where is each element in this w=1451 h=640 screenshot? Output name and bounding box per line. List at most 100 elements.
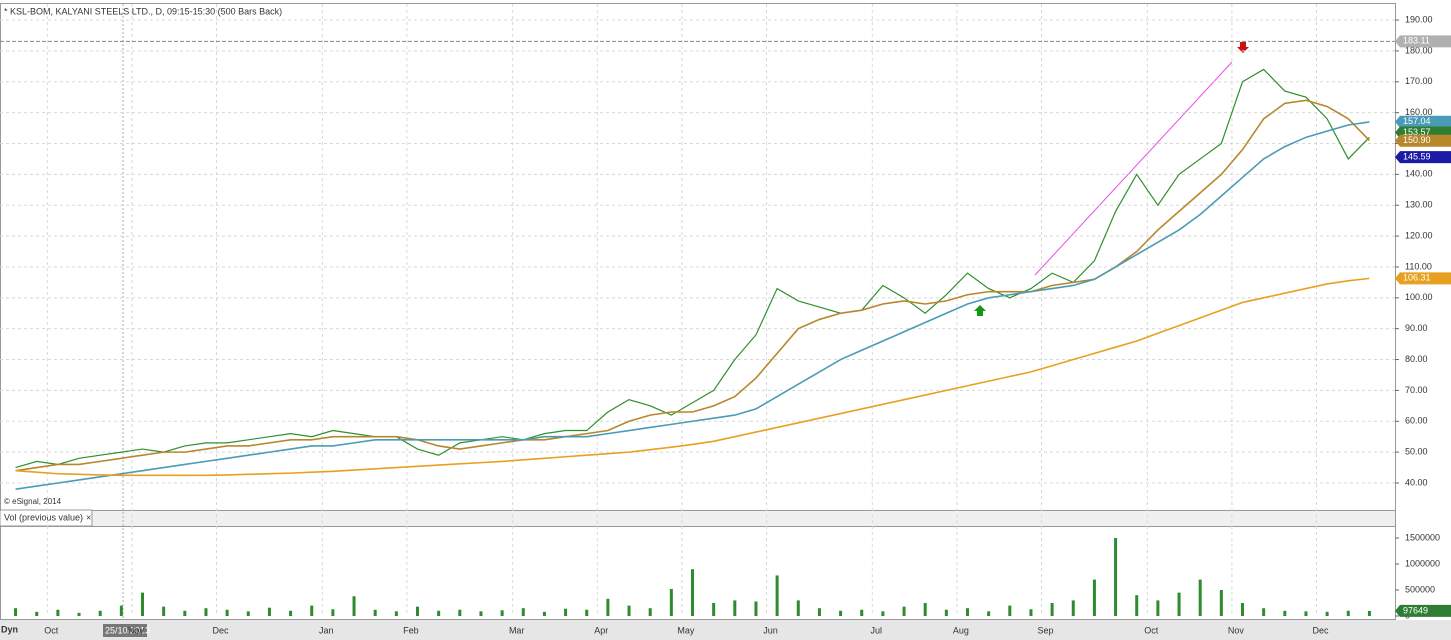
volume-bar xyxy=(564,608,568,616)
volume-bar xyxy=(416,606,419,616)
x-tick-label: Sep xyxy=(1038,625,1054,635)
y-tick-label: 90.00 xyxy=(1405,323,1428,333)
cursor-date: 25/10/2013 xyxy=(105,625,150,635)
y-tick-label: 70.00 xyxy=(1405,385,1428,395)
volume-bar xyxy=(331,609,335,616)
volume-bar xyxy=(839,610,843,616)
chart-title: * KSL-BOM, KALYANI STEELS LTD., D, 09:15… xyxy=(4,6,282,16)
volume-bar xyxy=(1029,609,1033,616)
x-tick-label: Feb xyxy=(403,625,419,635)
y-tick-label: 190.00 xyxy=(1405,14,1433,24)
y-tick-label: 1000000 xyxy=(1405,558,1440,568)
volume-bar xyxy=(585,609,589,616)
x-tick-label: Nov xyxy=(128,625,145,635)
volume-bar xyxy=(14,608,18,616)
volume-bar xyxy=(437,610,441,616)
volume-bar xyxy=(1325,611,1329,616)
x-tick-label: May xyxy=(677,625,695,635)
volume-bar xyxy=(1367,610,1371,616)
close-icon[interactable]: × xyxy=(86,512,91,522)
volume-bar xyxy=(119,605,123,616)
x-tick-label: Mar xyxy=(509,625,525,635)
x-tick-label: Nov xyxy=(1228,625,1245,635)
y-tick-label: 120.00 xyxy=(1405,230,1433,240)
volume-caption: Vol (previous value) xyxy=(4,512,83,522)
value-tag-label: 150.90 xyxy=(1403,135,1431,145)
volume-bar xyxy=(246,611,250,616)
series-line xyxy=(15,277,1370,477)
volume-bar xyxy=(796,600,800,616)
x-tick-label: Oct xyxy=(44,625,59,635)
value-tag-label: 157.04 xyxy=(1403,116,1431,126)
volume-header xyxy=(0,510,1396,527)
value-tag-label: 183.11 xyxy=(1403,36,1430,46)
volume-bar xyxy=(521,608,525,616)
y-tick-label: 80.00 xyxy=(1405,354,1428,364)
y-tick-label: 170.00 xyxy=(1405,76,1433,86)
value-tag xyxy=(1395,151,1451,164)
volume-bar xyxy=(733,600,737,616)
volume-bar xyxy=(500,610,504,616)
y-tick-label: 130.00 xyxy=(1405,200,1433,210)
volume-bar xyxy=(1114,537,1118,616)
value-tag xyxy=(1395,35,1451,48)
volume-bar xyxy=(98,610,102,616)
volume-bar xyxy=(204,608,208,616)
volume-bar xyxy=(817,608,821,616)
y-tick-label: 110.00 xyxy=(1405,261,1432,271)
volume-bar xyxy=(860,609,864,616)
volume-bar xyxy=(1262,608,1266,616)
x-tick-label: Jan xyxy=(319,625,334,635)
volume-bar xyxy=(352,596,356,616)
x-tick-label: Dec xyxy=(1313,625,1330,635)
volume-bar xyxy=(1050,602,1054,616)
value-tag-label: 106.31 xyxy=(1403,273,1431,283)
y-tick-label: 180.00 xyxy=(1405,45,1433,55)
sell-arrow xyxy=(1237,42,1249,53)
watermark: © eSignal, 2014 xyxy=(4,497,62,506)
toolbar-label[interactable]: Dyn xyxy=(1,624,18,634)
volume-bar xyxy=(902,606,906,616)
series-line xyxy=(15,99,1370,472)
volume-bar xyxy=(394,611,398,616)
series-line xyxy=(15,68,1370,469)
value-tag xyxy=(1395,134,1451,147)
volume-panel xyxy=(0,526,1396,620)
x-tick-label: Apr xyxy=(594,625,608,635)
x-tick-label: Dec xyxy=(213,625,230,635)
volume-bar xyxy=(1156,600,1160,616)
value-tag xyxy=(1395,604,1451,617)
volume-bar xyxy=(1008,605,1012,616)
volume-bar xyxy=(881,611,885,616)
volume-bar xyxy=(1092,579,1096,616)
buy-arrow xyxy=(974,305,986,316)
volume-bar xyxy=(77,612,81,616)
volume-bar xyxy=(458,609,462,616)
volume-bar xyxy=(373,609,377,616)
time-axis xyxy=(0,620,1451,640)
value-tag xyxy=(1395,115,1451,128)
volume-bar xyxy=(225,609,229,616)
volume-bar xyxy=(267,607,271,616)
y-tick-label: 100.00 xyxy=(1405,292,1433,302)
volume-bar xyxy=(479,611,483,616)
volume-bar xyxy=(310,605,314,616)
x-tick-label: Aug xyxy=(953,625,969,635)
y-tick-label: 50.00 xyxy=(1405,447,1428,457)
volume-bar xyxy=(648,608,652,616)
volume-bar xyxy=(691,569,694,616)
volume-bar xyxy=(775,575,779,616)
y-tick-label: 140.00 xyxy=(1405,169,1433,179)
volume-bar xyxy=(1304,611,1308,616)
y-tick-label: 60.00 xyxy=(1405,416,1428,426)
x-tick-label: Jul xyxy=(871,625,883,635)
volume-bar xyxy=(966,608,969,616)
volume-bar xyxy=(1283,610,1287,616)
volume-bar xyxy=(627,605,631,616)
x-tick-label: Jun xyxy=(763,625,778,635)
volume-bar xyxy=(944,609,948,616)
volume-bar xyxy=(1135,595,1139,616)
volume-bar xyxy=(35,611,39,616)
volume-bar xyxy=(162,606,166,616)
